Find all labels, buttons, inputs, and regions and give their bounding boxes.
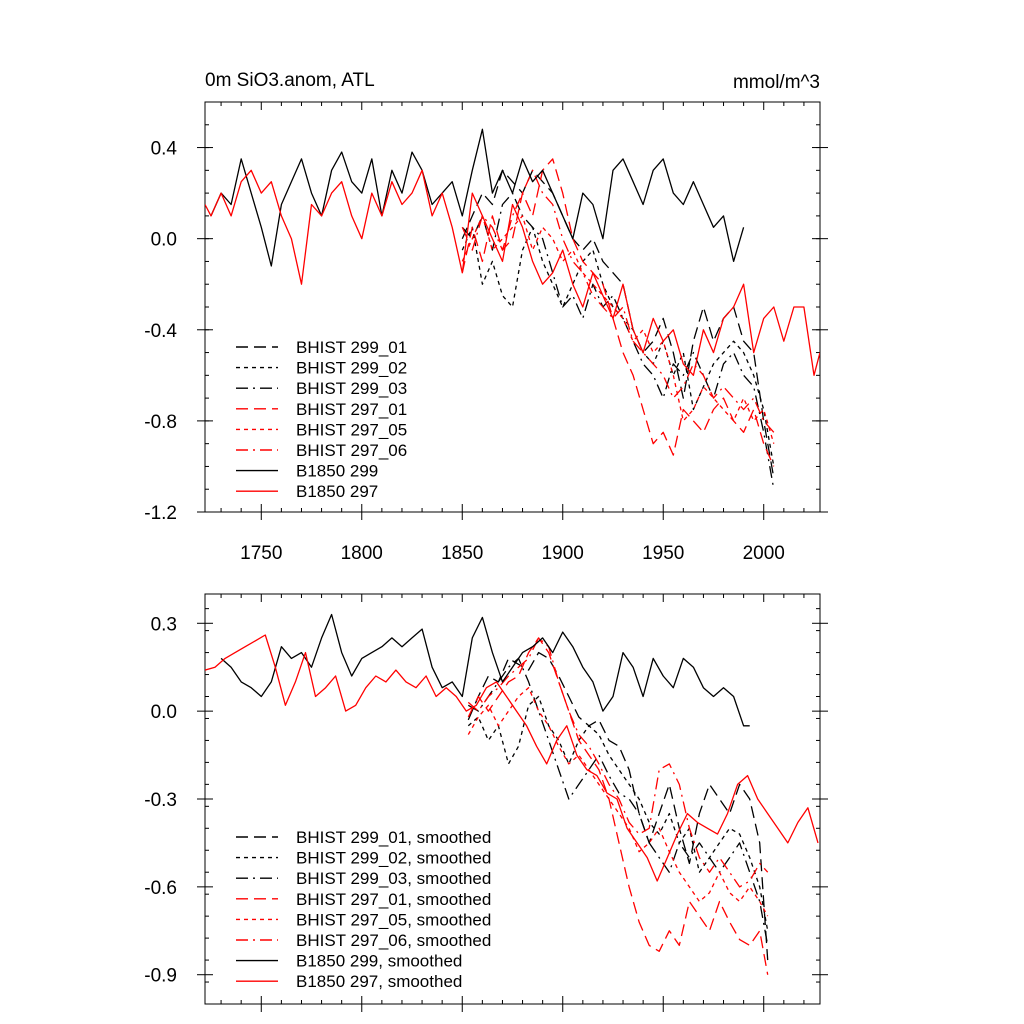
y-tick-label: -1.2 xyxy=(144,503,177,524)
legend-label: BHIST 297_05 xyxy=(296,420,407,439)
series-line-0 xyxy=(467,651,769,961)
series-line-5 xyxy=(461,169,775,433)
series-line-2 xyxy=(461,192,775,490)
y-tick-label: 0.3 xyxy=(151,614,177,635)
units-label: mmol/m^3 xyxy=(733,72,820,93)
y-tick-label: 0.0 xyxy=(151,702,177,723)
y-tick-label: -0.3 xyxy=(144,790,177,811)
y-tick-label: -0.9 xyxy=(144,966,177,987)
series-line-0 xyxy=(461,169,775,478)
x-tick-label: 1850 xyxy=(441,543,483,564)
x-tick-label: 1950 xyxy=(642,543,684,564)
x-tick-label: 1900 xyxy=(542,543,584,564)
y-tick-label: -0.8 xyxy=(144,412,177,433)
x-tick-label: 1750 xyxy=(240,543,282,564)
series-line-6 xyxy=(220,613,750,727)
y-tick-label: -0.6 xyxy=(144,878,177,899)
legend-label: BHIST 297_01, smoothed xyxy=(296,890,491,909)
y-tick-label: 0.0 xyxy=(151,230,177,251)
series-line-6 xyxy=(210,128,745,267)
x-tick-label: 1800 xyxy=(341,543,383,564)
legend-label: BHIST 297_06, smoothed xyxy=(296,931,491,950)
series-line-1 xyxy=(467,695,769,931)
series-line-1 xyxy=(461,226,775,467)
series-line-7 xyxy=(205,169,820,376)
y-tick-label: 0.4 xyxy=(151,139,178,160)
legend-label: BHIST 297_01 xyxy=(296,400,407,419)
series-line-4 xyxy=(467,687,769,917)
legend-label: BHIST 299_03, smoothed xyxy=(296,869,491,888)
x-tick-label: 2000 xyxy=(743,543,785,564)
series-group xyxy=(205,613,819,975)
legend-label: BHIST 299_03 xyxy=(296,379,407,398)
legend-label: B1850 299 xyxy=(296,462,378,481)
y-tick-label: -0.4 xyxy=(144,321,177,342)
series-line-4 xyxy=(461,215,775,444)
series-line-3 xyxy=(461,158,775,467)
legend-label: BHIST 299_02, smoothed xyxy=(296,849,491,868)
legend-label: BHIST 299_02 xyxy=(296,359,407,378)
legend-label: BHIST 297_05, smoothed xyxy=(296,910,491,929)
legend-label: BHIST 299_01, smoothed xyxy=(296,828,491,847)
chart-title: 0m SiO3.anom, ATL xyxy=(205,70,375,91)
series-line-3 xyxy=(467,637,769,975)
series-line-7 xyxy=(205,634,819,882)
legend-label: BHIST 299_01 xyxy=(296,338,407,357)
bottom-panel: 0.3 0.0 -0.3 -0.6 -0.9 BHIST 299_01, smoothed… xyxy=(144,593,828,1012)
series-group xyxy=(205,128,820,490)
legend-label: B1850 299, smoothed xyxy=(296,952,462,971)
legend-label: B1850 297 xyxy=(296,482,378,501)
legend-label: BHIST 297_06 xyxy=(296,441,407,460)
top-panel: 0.4 0.0 -0.4 -0.8 -1.2 1750 1800 1850 1900 1950 20… xyxy=(144,70,828,564)
legend-label: B1850 297, smoothed xyxy=(296,972,462,991)
series-line-5 xyxy=(467,637,769,888)
